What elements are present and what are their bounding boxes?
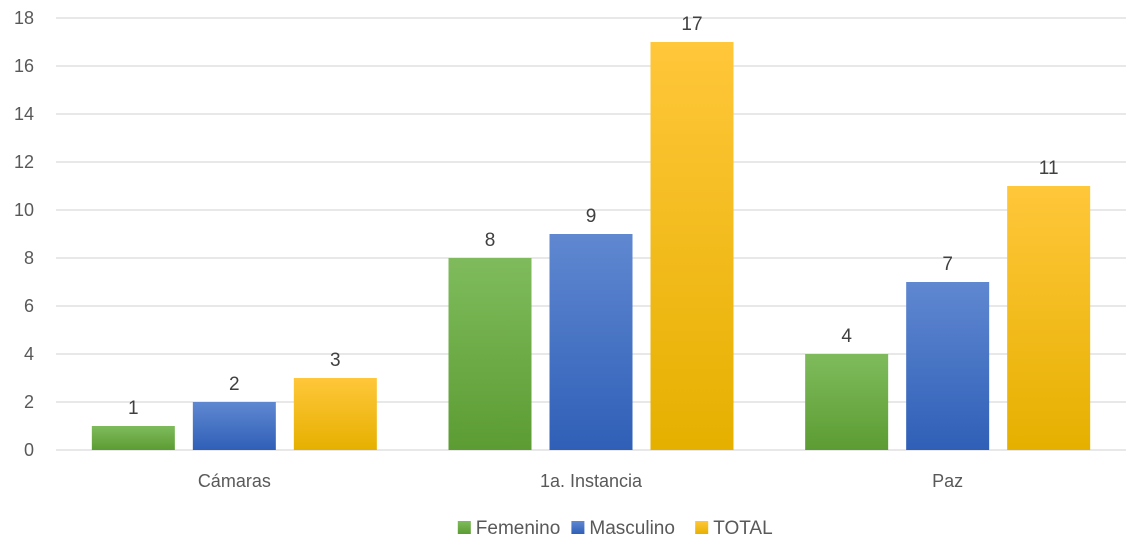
bar-total-1 bbox=[293, 378, 377, 450]
legend-swatch-masculino bbox=[571, 521, 585, 534]
x-category-label: 1a. Instancia bbox=[540, 471, 643, 491]
data-label: 9 bbox=[586, 206, 597, 227]
y-tick-label: 8 bbox=[24, 248, 34, 268]
y-tick-label: 2 bbox=[24, 392, 34, 412]
x-axis-category-labels: Cámaras 1a. Instancia Paz bbox=[198, 471, 963, 491]
y-tick-label: 6 bbox=[24, 296, 34, 316]
data-label: 11 bbox=[1039, 158, 1059, 179]
x-category-label: Cámaras bbox=[198, 471, 271, 491]
bar-masculino-3 bbox=[906, 282, 990, 450]
y-tick-label: 14 bbox=[14, 104, 34, 124]
y-tick-label: 16 bbox=[14, 56, 34, 76]
bars bbox=[91, 42, 1091, 450]
bar-total-2 bbox=[650, 42, 734, 450]
legend-label-masculino: Masculino bbox=[589, 518, 675, 539]
bar-femenino-1 bbox=[91, 426, 175, 450]
y-axis-tick-labels: 0 2 4 6 8 10 12 14 16 18 bbox=[14, 8, 34, 460]
y-tick-label: 4 bbox=[24, 344, 34, 364]
data-label: 7 bbox=[942, 254, 953, 275]
bar-masculino-2 bbox=[549, 234, 633, 450]
data-label: 1 bbox=[128, 398, 139, 419]
legend: Femenino Masculino TOTAL bbox=[457, 518, 773, 539]
data-label: 3 bbox=[330, 350, 341, 371]
bar-total-3 bbox=[1007, 186, 1091, 450]
y-tick-label: 0 bbox=[24, 440, 34, 460]
bar-masculino-1 bbox=[192, 402, 276, 450]
bar-femenino-3 bbox=[805, 354, 889, 450]
data-label: 17 bbox=[681, 14, 702, 35]
data-label: 4 bbox=[841, 326, 852, 347]
y-tick-label: 10 bbox=[14, 200, 34, 220]
legend-label-total: TOTAL bbox=[713, 518, 772, 539]
data-labels: 1 2 3 8 9 17 4 7 11 bbox=[128, 14, 1058, 419]
bar-femenino-2 bbox=[448, 258, 532, 450]
legend-swatch-femenino bbox=[457, 521, 471, 534]
legend-label-femenino: Femenino bbox=[476, 518, 561, 539]
data-label: 8 bbox=[485, 230, 496, 251]
y-tick-label: 12 bbox=[14, 152, 34, 172]
x-category-label: Paz bbox=[932, 471, 963, 491]
y-tick-label: 18 bbox=[14, 8, 34, 28]
data-label: 2 bbox=[229, 374, 240, 395]
legend-swatch-total bbox=[695, 521, 709, 534]
